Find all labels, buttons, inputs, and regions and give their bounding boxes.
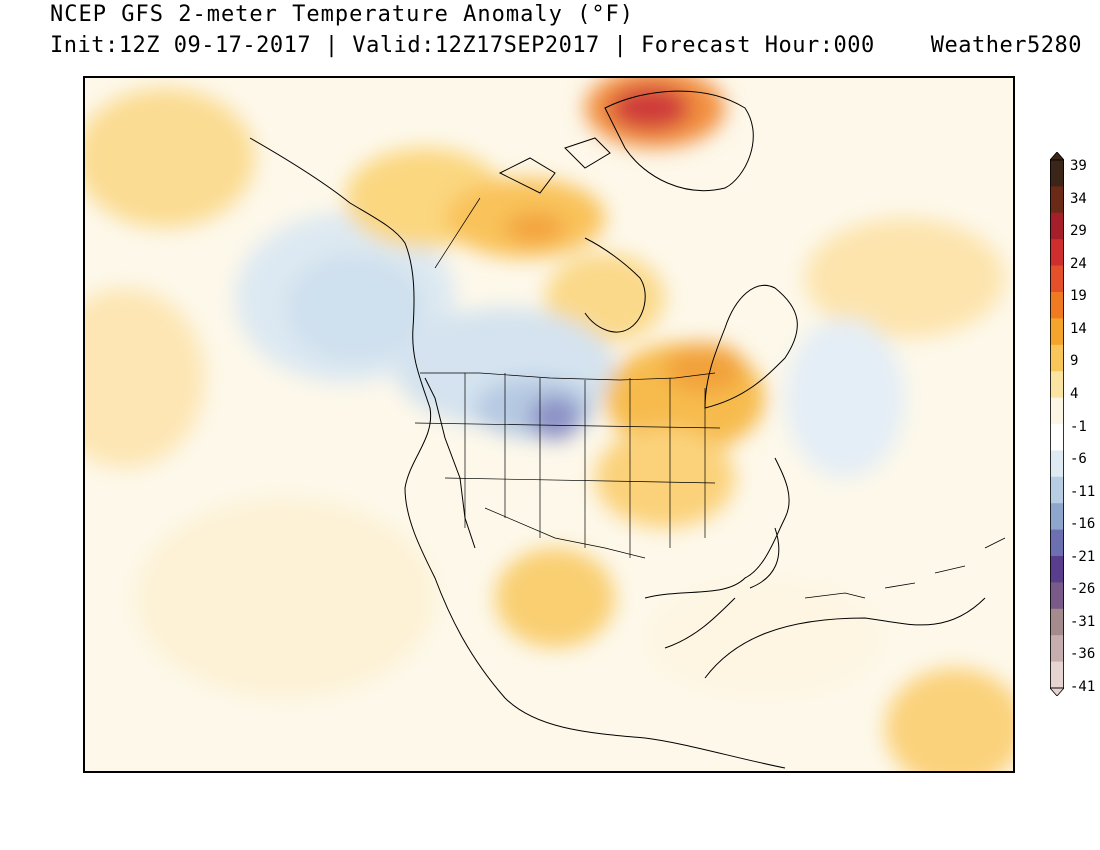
colorbar-swatch bbox=[1050, 212, 1064, 240]
colorbar-tick-label: 24 bbox=[1070, 255, 1087, 272]
colorbar-tick-label: -1 bbox=[1070, 418, 1087, 435]
colorbar-max-arrow bbox=[1050, 152, 1064, 161]
colorbar-swatch bbox=[1050, 186, 1064, 214]
colorbar-tick-label: -6 bbox=[1070, 451, 1087, 468]
colorbar-swatch bbox=[1050, 160, 1064, 187]
colorbar-swatch bbox=[1050, 397, 1064, 425]
colorbar-tick-label: -11 bbox=[1070, 483, 1096, 500]
anomaly-map bbox=[85, 78, 1013, 771]
colorbar-tick-label: -16 bbox=[1070, 516, 1096, 533]
islands bbox=[804, 537, 1006, 599]
colorbar-tick-label: 39 bbox=[1070, 158, 1087, 174]
chart-subtitle: Init:12Z 09-17-2017 | Valid:12Z17SEP2017… bbox=[50, 33, 875, 58]
colorbar-swatch bbox=[1050, 582, 1064, 610]
colorbar-swatch bbox=[1050, 476, 1064, 504]
colorbar-swatch bbox=[1050, 608, 1064, 636]
colorbar-tick-label: 4 bbox=[1070, 385, 1079, 402]
colorbar-tick-label: 19 bbox=[1070, 288, 1087, 305]
colorbar-swatch bbox=[1050, 239, 1064, 267]
colorbar-tick-label: -31 bbox=[1070, 613, 1096, 630]
colorbar-outline bbox=[1050, 159, 1064, 689]
colorbar-tick-label: -41 bbox=[1070, 679, 1096, 695]
coastlines bbox=[249, 90, 986, 769]
colorbar-tick-label: 29 bbox=[1070, 223, 1087, 240]
colorbar-swatch bbox=[1050, 556, 1064, 583]
colorbar-swatch bbox=[1050, 292, 1064, 319]
colorbar-tick-label: 14 bbox=[1070, 320, 1087, 337]
colorbar-swatch bbox=[1050, 635, 1064, 663]
chart-title: NCEP GFS 2-meter Temperature Anomaly (°F… bbox=[50, 2, 635, 27]
colorbar-swatch bbox=[1050, 318, 1064, 346]
colorbar-tick-label: -26 bbox=[1070, 581, 1096, 598]
colorbar-tick-label: 34 bbox=[1070, 190, 1087, 207]
colorbar-swatch bbox=[1050, 661, 1064, 689]
political-borders bbox=[414, 197, 721, 559]
colorbar-swatch bbox=[1050, 344, 1064, 372]
colorbar-swatch bbox=[1050, 371, 1064, 399]
colorbar-tick-label: -21 bbox=[1070, 548, 1096, 565]
brand-label: Weather5280 bbox=[930, 33, 1082, 58]
colorbar-swatch bbox=[1050, 450, 1064, 478]
colorbar-swatch bbox=[1050, 265, 1064, 293]
anomaly-field bbox=[85, 78, 1013, 771]
colorbar-tick-label: 9 bbox=[1070, 353, 1079, 370]
colorbar-swatch bbox=[1050, 424, 1064, 451]
colorbar bbox=[1050, 152, 1064, 696]
map-panel bbox=[83, 76, 1015, 773]
colorbar-swatch bbox=[1050, 503, 1064, 531]
colorbar-swatch bbox=[1050, 529, 1064, 557]
colorbar-tick-label: -36 bbox=[1070, 646, 1096, 663]
colorbar-min-arrow bbox=[1050, 687, 1064, 696]
